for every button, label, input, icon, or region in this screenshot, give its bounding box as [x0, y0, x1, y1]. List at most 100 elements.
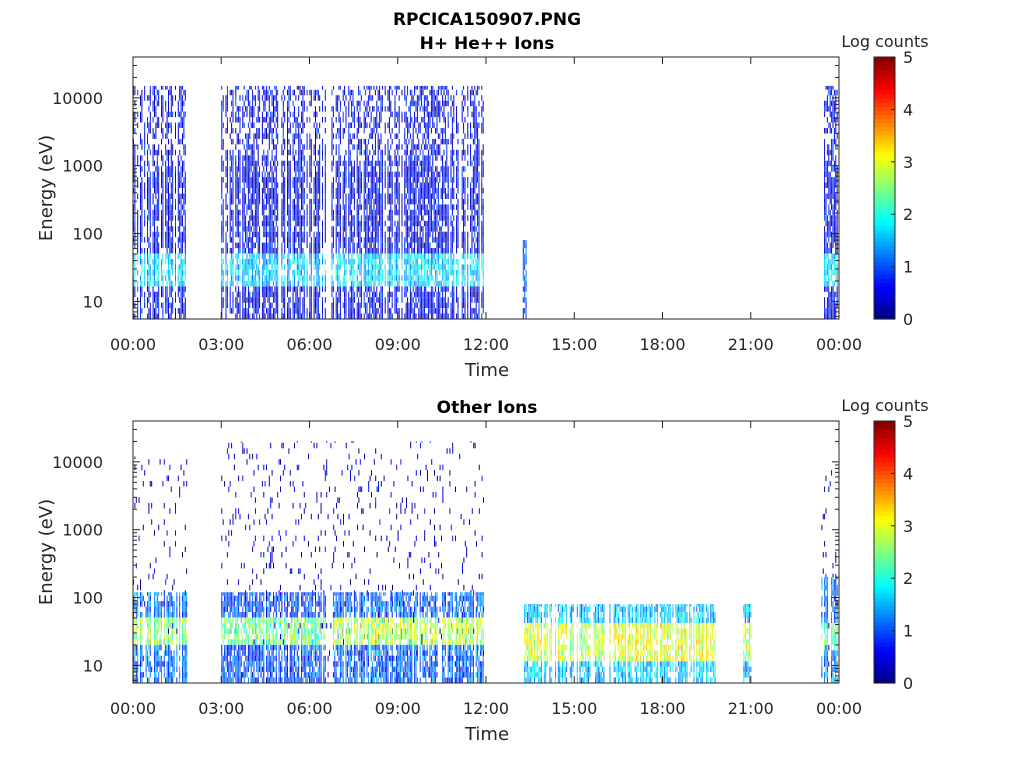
spectrogram-cell: [436, 242, 438, 249]
spectrogram-cell: [252, 242, 254, 249]
spectrogram-cell: [443, 177, 445, 183]
spectrogram-cell: [232, 155, 234, 161]
spectrogram-cell: [306, 117, 308, 123]
spectrogram-cell: [302, 313, 304, 319]
spectrogram-cell: [337, 275, 339, 281]
spectrogram-cell: [374, 144, 376, 150]
spectrogram-cell: [281, 166, 283, 172]
spectrogram-cell: [335, 220, 337, 227]
spectrogram-cell: [161, 155, 162, 161]
spectrogram-cell: [370, 275, 372, 281]
spectrogram-cell: [302, 215, 304, 221]
spectrogram-cell: [169, 248, 171, 254]
spectrogram-cell: [366, 198, 368, 205]
spectrogram-cell: [373, 209, 375, 216]
spectrogram-cell: [345, 171, 347, 178]
spectrogram-cell: [252, 237, 254, 243]
spectrogram-cell: [275, 193, 277, 199]
spectrogram-cell: [281, 215, 283, 221]
spectrogram-cell: [249, 188, 251, 194]
spectrogram-cell: [407, 198, 409, 205]
spectrogram-cell: [134, 275, 136, 281]
spectrogram-cell: [404, 171, 406, 178]
spectrogram-cell: [222, 248, 224, 254]
spectrogram-cell: [439, 177, 441, 183]
spectrogram-cell: [170, 160, 172, 167]
spectrogram-cell: [319, 166, 321, 172]
spectrogram-cell: [158, 182, 160, 188]
spectrogram-cell: [239, 171, 241, 178]
spectrogram-cell: [349, 188, 351, 194]
spectrogram-cell: [310, 100, 312, 107]
spectrogram-cell: [353, 313, 355, 319]
spectrogram-cell: [295, 297, 297, 303]
spectrogram-cell: [245, 231, 247, 238]
spectrogram-cell: [144, 209, 146, 216]
spectrogram-cell: [433, 215, 435, 221]
spectrogram-cell: [299, 269, 301, 276]
spectrogram-cell: [409, 275, 411, 281]
spectrogram-cell: [366, 209, 368, 216]
spectrogram-cell: [405, 144, 407, 150]
spectrogram-cell: [141, 286, 143, 292]
spectrogram-cell: [252, 275, 254, 281]
spectrogram-cell: [302, 220, 304, 227]
spectrogram-cell: [246, 313, 248, 319]
spectrogram-cell: [284, 308, 286, 314]
spectrogram-cell: [301, 89, 302, 96]
spectrogram-cell: [277, 117, 279, 123]
spectrogram-cell: [254, 286, 256, 292]
spectrogram-cell: [380, 209, 382, 216]
spectrogram-cell: [412, 237, 414, 243]
spectrogram-cell: [380, 204, 382, 210]
spectrogram-cell: [267, 259, 269, 265]
spectrogram-cell: [277, 286, 279, 292]
spectrogram-cell: [243, 177, 245, 183]
spectrogram-cell: [391, 89, 393, 96]
spectrogram-cell: [390, 111, 392, 118]
spectrogram-cell: [348, 149, 350, 156]
spectrogram-cell: [409, 193, 411, 199]
spectrogram-cell: [310, 275, 312, 281]
spectrogram-cell: [401, 264, 403, 270]
spectrogram-cell: [273, 248, 274, 254]
spectrogram-cell: [271, 188, 273, 194]
spectrogram-cell: [250, 253, 252, 259]
spectrogram-cell: [429, 302, 431, 309]
spectrogram-cell: [289, 182, 291, 188]
spectrogram-cell: [348, 177, 350, 183]
spectrogram-cell: [342, 286, 344, 292]
spectrogram-cell: [231, 237, 233, 243]
spectrogram-cell: [322, 166, 323, 172]
spectrogram-cell: [295, 226, 297, 232]
spectrogram-cell: [425, 248, 427, 254]
spectrogram-cell: [134, 117, 136, 123]
spectrogram-cell: [282, 237, 284, 243]
spectrogram-cell: [179, 177, 181, 183]
spectrogram-cell: [430, 259, 432, 265]
spectrogram-cell: [180, 275, 182, 281]
spectrogram-cell: [395, 182, 397, 188]
spectrogram-cell: [363, 138, 365, 145]
spectrogram-cell: [316, 198, 318, 205]
spectrogram-cell: [310, 308, 312, 314]
spectrogram-cell: [172, 264, 174, 270]
spectrogram-cell: [319, 177, 321, 183]
spectrogram-cell: [353, 231, 355, 238]
spectrogram-cell: [423, 286, 425, 292]
spectrogram-cell: [252, 193, 254, 199]
spectrogram-cell: [264, 248, 266, 254]
spectrogram-cell: [221, 188, 223, 194]
spectrogram-cell: [141, 204, 143, 210]
spectrogram-cell: [275, 220, 277, 227]
spectrogram-cell: [274, 297, 276, 303]
spectrogram-cell: [416, 259, 418, 265]
spectrogram-cell: [310, 242, 312, 249]
spectrogram-cell: [313, 231, 315, 238]
spectrogram-cell: [134, 302, 136, 309]
spectrogram-cell: [414, 122, 416, 128]
spectrogram-cell: [356, 133, 358, 139]
spectrogram-cell: [253, 95, 255, 101]
spectrogram-cell: [317, 198, 319, 205]
spectrogram-cell: [372, 264, 374, 270]
